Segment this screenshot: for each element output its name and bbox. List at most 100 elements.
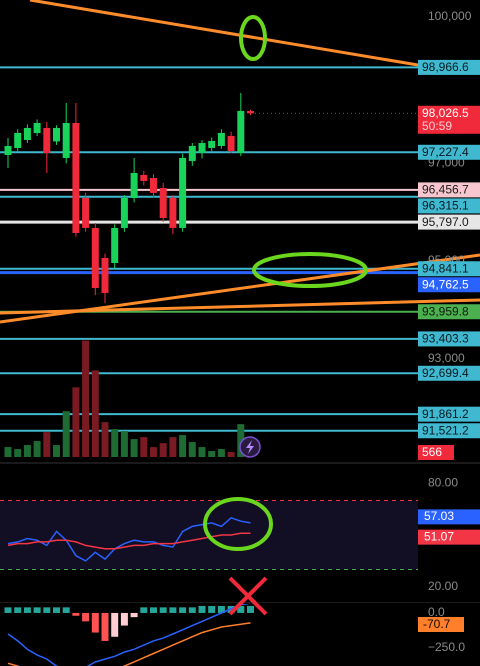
price-axis: 100,00097,00095,00093,00098,966.698,026.…: [418, 9, 480, 654]
rsi-value-box: [418, 509, 480, 525]
volume-bar: [14, 449, 22, 457]
macd-histogram-bar: [208, 605, 216, 613]
candle-body: [237, 110, 245, 153]
volume-label-box: [418, 445, 454, 460]
volume-bar: [169, 437, 177, 457]
highlight-ellipse: [252, 252, 368, 288]
macd-histogram-bar: [247, 605, 254, 613]
volume-bar: [140, 437, 148, 457]
alert-icon-bolt: [246, 440, 254, 454]
volume-bar: [72, 387, 80, 457]
level-label-box: [418, 182, 480, 198]
level-label-box: [418, 214, 480, 230]
candle-body: [62, 122, 70, 158]
macd-histogram-bar: [120, 612, 128, 626]
y-tick-label: 93,000: [428, 351, 465, 365]
level-label: 96,456.7: [422, 183, 469, 197]
volume-bar: [237, 424, 245, 457]
candle-body: [91, 227, 99, 288]
level-label: 94,762.5: [422, 277, 469, 291]
candle-body: [53, 127, 60, 142]
volume-bar: [227, 452, 235, 457]
macd-histogram-bar: [159, 607, 167, 613]
level-label-box: [418, 59, 480, 75]
volume-bar: [208, 451, 216, 457]
volume-bar: [188, 442, 196, 457]
highlight-ellipse: [203, 497, 273, 551]
level-label: 93,959.8: [422, 304, 469, 318]
macd-histogram-bar: [91, 612, 99, 633]
level-label-box: [418, 423, 480, 439]
level-label: 95,797.0: [422, 215, 469, 229]
countdown: 50:59: [422, 119, 452, 133]
candle-body: [208, 140, 216, 148]
candle-body: [82, 197, 90, 228]
candle-body: [120, 197, 128, 228]
rsi-value-label: 51.07: [424, 529, 454, 543]
level-label: 91,861.2: [422, 407, 469, 421]
level-label: 93,403.3: [422, 332, 469, 346]
volume-bar: [23, 445, 31, 457]
highlight-ellipse: [239, 15, 267, 61]
level-label-box: [418, 144, 480, 160]
volume-bar: [130, 439, 138, 457]
macd-value-label: -70.7: [423, 617, 451, 631]
level-label-box: [418, 277, 480, 293]
candle-body: [140, 174, 148, 181]
volume-label: 566: [422, 445, 442, 459]
volume-bar: [4, 447, 12, 457]
macd-histogram-bar: [130, 612, 138, 618]
candle-body: [188, 145, 196, 161]
volume-bar: [150, 447, 157, 457]
volume-bar: [217, 449, 225, 457]
pane-divider: [0, 462, 480, 464]
candle-body: [101, 257, 109, 293]
volume-bar: [179, 435, 187, 457]
macd-histogram-bar: [179, 607, 187, 613]
level-label-box: [418, 331, 480, 347]
macd-line: [7, 604, 251, 666]
level-label: 92,699.4: [422, 366, 469, 380]
rsi-value-box: [418, 529, 480, 545]
rsi-tick-label: 20.00: [428, 579, 458, 593]
candle-body: [4, 145, 12, 155]
macd-histogram-bar: [188, 607, 196, 613]
level-label: 91,521.2: [422, 423, 469, 437]
macd-histogram-bar: [33, 607, 41, 613]
volume-bar: [33, 441, 41, 457]
macd-histogram-bar: [111, 612, 119, 637]
cross-mark: [228, 576, 268, 616]
macd-histogram-bar: [43, 607, 51, 613]
level-label-box: [418, 365, 480, 381]
macd-pane: [4, 604, 254, 666]
candle-body: [179, 157, 187, 228]
level-label: 98,966.6: [422, 60, 469, 74]
volume-bars: [4, 340, 254, 457]
volume-bar: [62, 411, 70, 457]
rsi-tick-label: 80.00: [428, 475, 458, 489]
rsi-line: [7, 516, 251, 562]
volume-bar: [43, 432, 51, 457]
level-label-box: [418, 198, 480, 214]
trend-line: [0, 298, 480, 315]
macd-tick-label: 0.0: [428, 605, 445, 619]
macd-histogram-bar: [23, 607, 31, 613]
level-label: 98,026.5: [422, 106, 469, 120]
level-label-box: [418, 261, 480, 277]
rsi-value-label: 57.03: [424, 509, 454, 523]
volume-bar: [120, 431, 128, 457]
candle-body: [111, 227, 119, 263]
level-label-box: [418, 304, 480, 320]
volume-bar: [111, 429, 119, 457]
candle-body: [217, 132, 225, 146]
y-tick-label: 100,000: [428, 9, 472, 23]
trend-line: [29, 0, 419, 67]
macd-histogram-bar: [198, 605, 206, 613]
macd-value-box: [418, 617, 464, 632]
level-label-box: [418, 406, 480, 422]
drawings: [0, 0, 480, 616]
candle-body: [247, 110, 254, 114]
candles: [4, 92, 254, 303]
macd-histogram-bar: [53, 607, 60, 613]
volume-bar: [101, 422, 109, 457]
